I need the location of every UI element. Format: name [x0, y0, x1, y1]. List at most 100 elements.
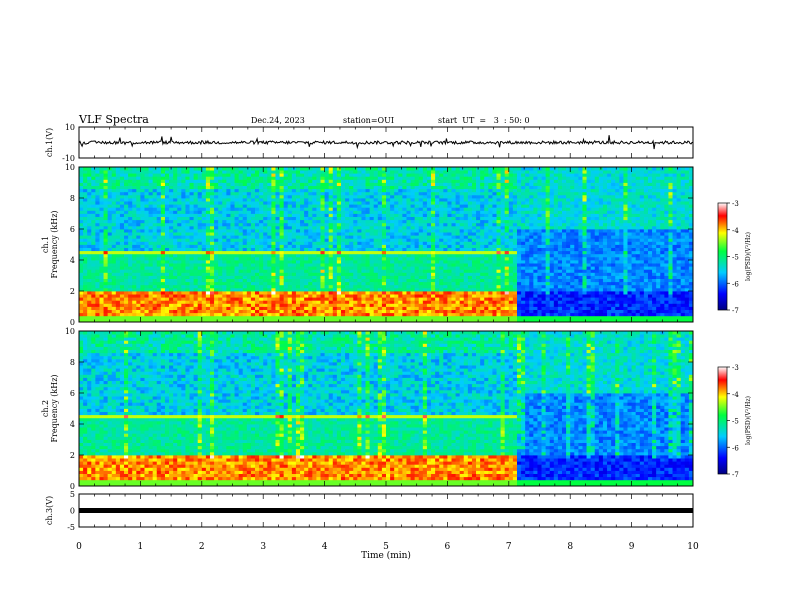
spectrogram-cell: [190, 276, 194, 280]
spectrogram-cell: [263, 313, 267, 317]
spectrogram-cell: [267, 192, 271, 196]
spectrogram-cell: [460, 220, 464, 224]
spectrogram-cell: [210, 294, 214, 298]
spectrogram-cell: [140, 201, 144, 205]
spectrogram-cell: [423, 186, 427, 190]
spectrogram-cell: [345, 232, 349, 236]
spectrogram-cell: [267, 235, 271, 239]
spectrogram-cell: [451, 226, 455, 230]
spectrogram-cell: [218, 173, 222, 177]
spectrogram-cell: [239, 201, 243, 205]
spectrogram-cell: [185, 279, 189, 283]
spectrogram-cell: [435, 263, 439, 267]
spectrogram-cell: [337, 210, 341, 214]
spectrogram-cell: [243, 220, 247, 224]
spectrogram-cell: [247, 288, 251, 292]
spectrogram-cell: [443, 173, 447, 177]
spectrogram-cell: [378, 229, 382, 233]
spectrogram-cell: [206, 260, 210, 264]
spectrogram-cell: [464, 238, 468, 242]
spectrogram-cell: [280, 266, 284, 270]
spectrogram-cell: [210, 179, 214, 183]
spectrogram-cell: [157, 176, 161, 180]
spectrogram-cell: [128, 232, 132, 236]
spectrogram-cell: [386, 272, 390, 276]
spectrogram-cell: [104, 291, 108, 295]
spectrogram-cell: [345, 241, 349, 245]
spectrogram-cell: [374, 310, 378, 314]
spectrogram-cell: [361, 207, 365, 211]
spectrogram-cell: [406, 291, 410, 295]
spectrogram-cell: [308, 313, 312, 317]
spectrogram-cell: [136, 232, 140, 236]
spectrogram-cell: [226, 248, 230, 252]
spectrogram-cell: [329, 279, 333, 283]
spectrogram-cell: [136, 189, 140, 193]
spectrogram-cell: [361, 266, 365, 270]
spectrogram-cell: [447, 307, 451, 311]
spectrogram-cell: [468, 266, 472, 270]
spectrogram-cell: [451, 303, 455, 307]
spectrogram-cell: [91, 170, 95, 174]
spectrogram-cell: [185, 195, 189, 199]
spectrogram-cell: [476, 214, 480, 218]
spectrogram-cell: [427, 272, 431, 276]
spectrogram-cell: [173, 241, 177, 245]
spectrogram-cell: [271, 297, 275, 301]
spectrogram-cell: [456, 238, 460, 242]
spectrogram-cell: [312, 217, 316, 221]
spectrogram-cell: [218, 303, 222, 307]
spectrogram-cell: [157, 294, 161, 298]
spectrogram-cell: [419, 173, 423, 177]
spectrogram-cell: [144, 226, 148, 230]
spectrogram-cell: [149, 316, 153, 320]
spectrogram-cell: [329, 173, 333, 177]
spectrogram-cell: [230, 285, 234, 289]
spectrogram-cell: [259, 248, 263, 252]
spectrogram-cell: [210, 170, 214, 174]
spectrogram-cell: [140, 310, 144, 314]
spectrogram-cell: [378, 316, 382, 320]
spectrogram-cell: [214, 272, 218, 276]
spectrogram-cell: [464, 220, 468, 224]
spectrogram-cell: [177, 251, 181, 255]
spectrogram-cell: [132, 179, 136, 183]
spectrogram-cell: [239, 257, 243, 261]
spectrogram-cell: [251, 257, 255, 261]
spectrogram-cell: [402, 269, 406, 273]
spectrogram-cell: [218, 307, 222, 311]
spectrogram-cell: [419, 176, 423, 180]
spectrogram-cell: [460, 272, 464, 276]
spectrogram-cell: [214, 170, 218, 174]
spectrogram-cell: [402, 282, 406, 286]
spectrogram-cell: [181, 232, 185, 236]
spectrogram-cell: [460, 279, 464, 283]
spectrogram-cell: [194, 179, 198, 183]
spectrogram-cell: [349, 291, 353, 295]
spectrogram-cell: [349, 266, 353, 270]
spectrogram-cell: [99, 241, 103, 245]
spectrogram-cell: [218, 214, 222, 218]
spectrogram-cell: [214, 263, 218, 267]
spectrogram-cell: [83, 269, 87, 273]
spectrogram-cell: [411, 176, 415, 180]
spectrogram-cell: [263, 207, 267, 211]
spectrogram-cell: [284, 291, 288, 295]
spectrogram-cell: [275, 232, 279, 236]
spectrogram-cell: [99, 170, 103, 174]
spectrogram-cell: [415, 257, 419, 261]
spectrogram-cell: [427, 282, 431, 286]
spectrogram-cell: [480, 235, 484, 239]
spectrogram-cell: [288, 257, 292, 261]
spectrogram-cell: [120, 279, 124, 283]
spectrogram-cell: [112, 238, 116, 242]
spectrogram-cell: [243, 307, 247, 311]
spectrogram-cell: [357, 232, 361, 236]
spectrogram-cell: [112, 241, 116, 245]
spectrogram-cell: [484, 260, 488, 264]
spectrogram-cell: [402, 189, 406, 193]
spectrogram-cell: [366, 263, 370, 267]
spectrogram-cell: [210, 245, 214, 249]
spectrogram-cell: [128, 229, 132, 233]
